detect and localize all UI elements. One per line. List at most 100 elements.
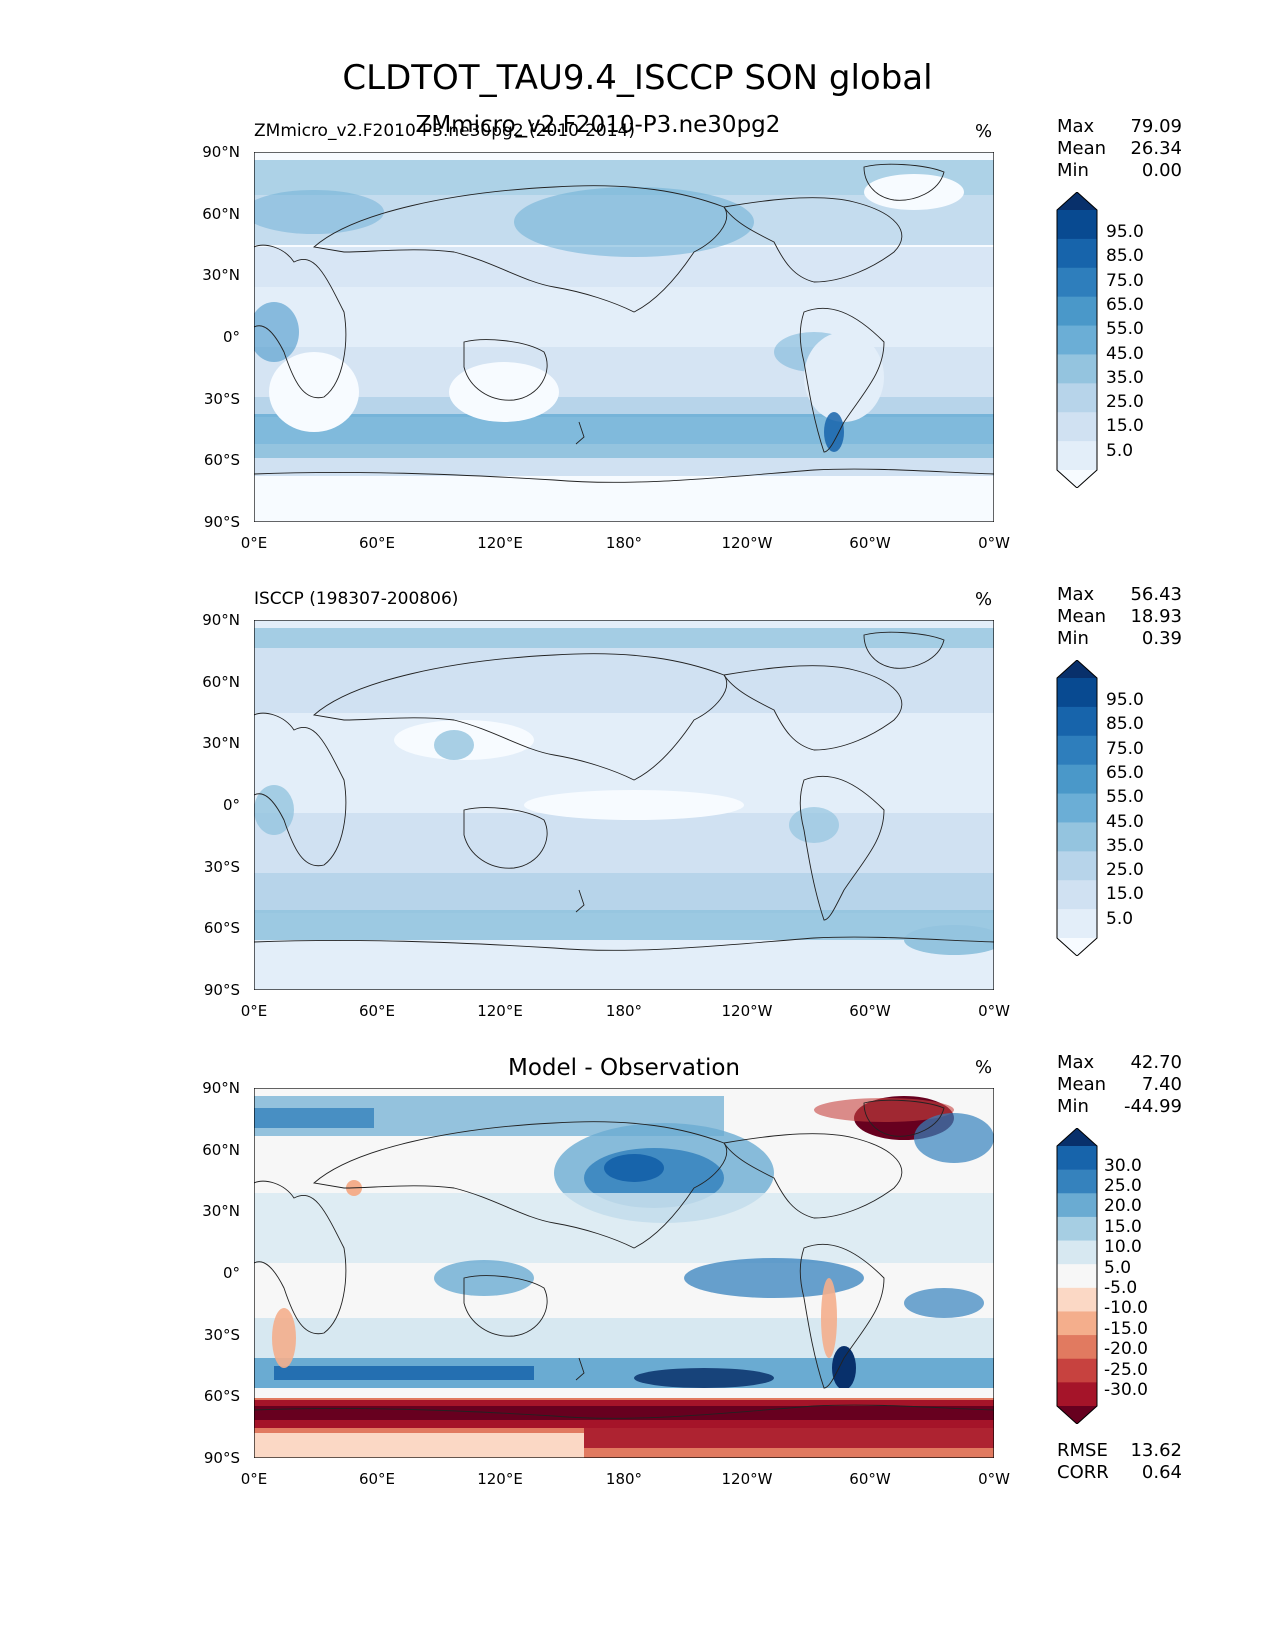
panel-1-colorbar-tick: 15.0 bbox=[1106, 416, 1144, 436]
panel-2-colorbar-tick: 25.0 bbox=[1106, 860, 1144, 880]
panel-2-colorbar-tick: 85.0 bbox=[1106, 714, 1144, 734]
colorbar-segment bbox=[1057, 764, 1097, 795]
panel-2-colorbar-tick: 65.0 bbox=[1106, 763, 1144, 783]
colorbar-segment bbox=[1057, 267, 1097, 298]
panel-3-xtick: 120°E bbox=[477, 1470, 523, 1488]
panel-1-ytick: 90°S bbox=[203, 513, 240, 531]
panel-3-xtick: 180° bbox=[605, 1470, 643, 1488]
panel-2-unit: % bbox=[975, 589, 993, 610]
panel-1-ytick: 60°N bbox=[202, 205, 240, 223]
colorbar-outline bbox=[1056, 192, 1098, 488]
panel-1-max-value: 79.09 bbox=[1130, 116, 1182, 137]
panel-2-xtick: 60°W bbox=[849, 1002, 891, 1020]
panel-2-ytick: 60°N bbox=[202, 673, 240, 691]
colorbar-segment bbox=[1057, 1193, 1097, 1218]
colorbar-segment bbox=[1057, 793, 1097, 823]
panel-2-max-label: Max bbox=[1057, 584, 1095, 605]
panel-1-ytick: 90°N bbox=[202, 143, 240, 161]
panel-3-colorbar-tick: -25.0 bbox=[1104, 1360, 1148, 1380]
colorbar-segment bbox=[1057, 383, 1097, 413]
panel-2-max-value: 56.43 bbox=[1130, 584, 1182, 605]
panel-1-colorbar-tick: 55.0 bbox=[1106, 319, 1144, 339]
panel-3-min-value: -44.99 bbox=[1123, 1096, 1182, 1117]
panel-2-min-value: 0.39 bbox=[1141, 628, 1182, 649]
panel-1-colorbar bbox=[1056, 192, 1098, 488]
colorbar-segment bbox=[1057, 210, 1097, 240]
panel-2-colorbar-tick: 5.0 bbox=[1106, 909, 1134, 929]
panel-1-max-label: Max bbox=[1057, 116, 1095, 137]
panel-1-xtick: 120°E bbox=[477, 534, 523, 552]
panel-1-xtick: 60°E bbox=[358, 534, 396, 552]
panel-2-subtitle: ISCCP (198307-200806) bbox=[254, 589, 459, 609]
panel-2-ytick: 90°N bbox=[202, 611, 240, 629]
panel-2-ytick: 30°S bbox=[203, 858, 240, 876]
panel-3-heading: Model - Observation bbox=[507, 1055, 741, 1081]
panel-3-min-label: Min bbox=[1057, 1096, 1089, 1117]
panel-3-xtick: 0°W bbox=[978, 1470, 1010, 1488]
panel-2-ytick: 30°N bbox=[202, 734, 240, 752]
colorbar-segment bbox=[1057, 1311, 1097, 1336]
panel-1-xtick: 0°W bbox=[978, 534, 1010, 552]
panel-2-colorbar-tick: 45.0 bbox=[1106, 812, 1144, 832]
panel-2-colorbar-tick: 55.0 bbox=[1106, 787, 1144, 807]
panel-3-colorbar-tick: -30.0 bbox=[1104, 1380, 1148, 1400]
colorbar-segment bbox=[1057, 735, 1097, 766]
panel-1-colorbar-tick: 95.0 bbox=[1106, 222, 1144, 242]
panel-1-colorbar-tick: 35.0 bbox=[1106, 368, 1144, 388]
colorbar-segment bbox=[1057, 1406, 1097, 1424]
panel-3-colorbar-tick: -20.0 bbox=[1104, 1339, 1148, 1359]
panel-1-colorbar-tick: 65.0 bbox=[1106, 295, 1144, 315]
panel-2-xtick: 60°E bbox=[358, 1002, 396, 1020]
panel-1-heading: ZMmicro_v2.F2010-P3.ne30pg2 bbox=[415, 112, 781, 138]
panel-1-xtick: 180° bbox=[605, 534, 643, 552]
panel-3-ytick: 60°S bbox=[203, 1387, 240, 1405]
panel-3-ytick: 30°S bbox=[203, 1326, 240, 1344]
colorbar-segment bbox=[1057, 678, 1097, 708]
panel-3-xtick: 60°E bbox=[358, 1470, 396, 1488]
colorbar-segment bbox=[1057, 238, 1097, 269]
colorbar-segment bbox=[1057, 660, 1097, 678]
colorbar-segment bbox=[1057, 1264, 1097, 1289]
colorbar-outline bbox=[1056, 1128, 1098, 1424]
panel-3-max-label: Max bbox=[1057, 1052, 1095, 1073]
panel-1-ytick: 30°S bbox=[203, 390, 240, 408]
panel-3-max-value: 42.70 bbox=[1130, 1052, 1182, 1073]
panel-1-ytick: 0° bbox=[222, 328, 240, 346]
panel-1-subtitle: ZMmicro_v2.F2010-P3.ne30pg2 (2010-2014) bbox=[254, 121, 635, 141]
panel-2-xtick: 0°E bbox=[240, 1002, 268, 1020]
colorbar-segment bbox=[1057, 1240, 1097, 1265]
panel-2-xtick: 0°W bbox=[978, 1002, 1010, 1020]
panel-2-ytick: 90°S bbox=[203, 981, 240, 999]
panel-1-ytick: 60°S bbox=[203, 451, 240, 469]
panel-3-ytick: 60°N bbox=[202, 1141, 240, 1159]
colorbar-segment bbox=[1057, 325, 1097, 355]
colorbar-segment bbox=[1057, 354, 1097, 384]
colorbar-segment bbox=[1057, 412, 1097, 442]
panel-3-colorbar-tick: 15.0 bbox=[1104, 1217, 1142, 1237]
panel-2-xtick: 120°E bbox=[477, 1002, 523, 1020]
panel-3-colorbar-tick: 25.0 bbox=[1104, 1176, 1142, 1196]
panel-2-ytick: 0° bbox=[222, 796, 240, 814]
rmse-label: RMSE bbox=[1057, 1440, 1108, 1461]
panel-2-colorbar-tick: 95.0 bbox=[1106, 690, 1144, 710]
colorbar-segment bbox=[1057, 938, 1097, 956]
panel-2-colorbar-tick: 35.0 bbox=[1106, 836, 1144, 856]
panel-1-xtick: 60°W bbox=[849, 534, 891, 552]
panel-1-colorbar-tick: 5.0 bbox=[1106, 441, 1134, 461]
colorbar-segment bbox=[1057, 296, 1097, 327]
panel-2-colorbar bbox=[1056, 660, 1098, 956]
panel-1-colorbar-tick: 75.0 bbox=[1106, 271, 1144, 291]
colorbar-segment bbox=[1057, 1358, 1097, 1383]
panel-1-colorbar-tick: 45.0 bbox=[1106, 344, 1144, 364]
panel-3-xtick: 120°W bbox=[721, 1470, 773, 1488]
panel-1-colorbar-tick: 85.0 bbox=[1106, 246, 1144, 266]
colorbar-segment bbox=[1057, 192, 1097, 210]
colorbar-segment bbox=[1057, 470, 1097, 488]
colorbar-segment bbox=[1057, 1216, 1097, 1242]
panel-3-mean-label: Mean bbox=[1057, 1074, 1107, 1095]
panel-1-map bbox=[254, 152, 994, 522]
panel-2-mean-value: 18.93 bbox=[1130, 606, 1182, 627]
panel-2-xtick: 120°W bbox=[721, 1002, 773, 1020]
panel-3-colorbar-tick: -5.0 bbox=[1104, 1278, 1138, 1298]
colorbar-segment bbox=[1057, 1287, 1097, 1312]
